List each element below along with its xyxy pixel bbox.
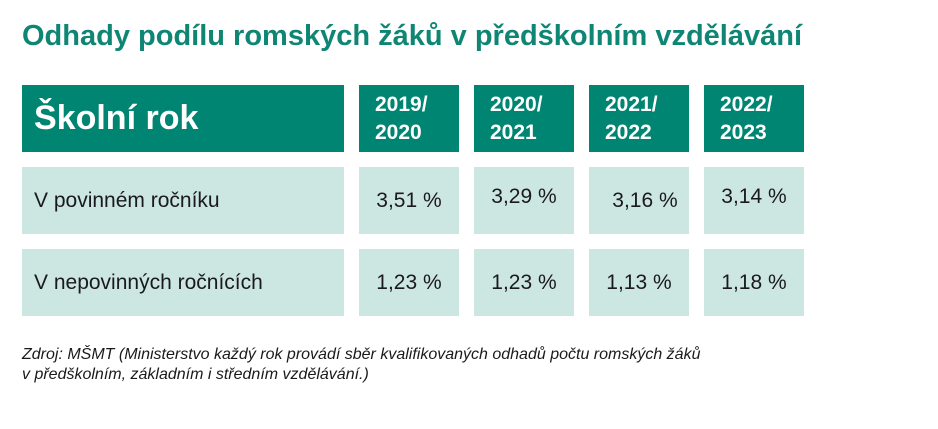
table-cell: 3,16 % — [589, 167, 689, 234]
header-year-line2: 2020 — [375, 121, 422, 144]
header-year-2022-2023: 2022/ 2023 — [704, 85, 804, 152]
header-year-2020-2021: 2020/ 2021 — [474, 85, 574, 152]
header-school-year: Školní rok — [22, 85, 344, 152]
header-year-line1: 2021/ — [605, 93, 658, 116]
source-note: Zdroj: MŠMT (Ministerstvo každý rok prov… — [22, 345, 902, 385]
page-title: Odhady podílu romských žáků v předškolní… — [22, 20, 802, 52]
row-label-non-compulsory: V nepovinných ročnících — [22, 249, 344, 316]
header-year-line2: 2021 — [490, 121, 537, 144]
header-year-2019-2020: 2019/ 2020 — [359, 85, 459, 152]
header-year-line1: 2022/ — [720, 93, 773, 116]
table-cell: 1,23 % — [474, 249, 574, 316]
header-year-line1: 2020/ — [490, 93, 543, 116]
row-label-compulsory: V povinném ročníku — [22, 167, 344, 234]
table-cell: 3,14 % — [704, 167, 804, 234]
table-cell: 3,51 % — [359, 167, 459, 234]
table-cell: 1,23 % — [359, 249, 459, 316]
header-year-line2: 2022 — [605, 121, 652, 144]
table-cell: 1,13 % — [589, 249, 689, 316]
source-line1: Zdroj: MŠMT (Ministerstvo každý rok prov… — [22, 346, 701, 363]
header-year-2021-2022: 2021/ 2022 — [589, 85, 689, 152]
source-line2: v předškolním, základním i středním vzdě… — [22, 366, 369, 383]
header-year-line1: 2019/ — [375, 93, 428, 116]
table-cell: 1,18 % — [704, 249, 804, 316]
table-cell: 3,29 % — [474, 167, 574, 234]
header-year-line2: 2023 — [720, 121, 767, 144]
